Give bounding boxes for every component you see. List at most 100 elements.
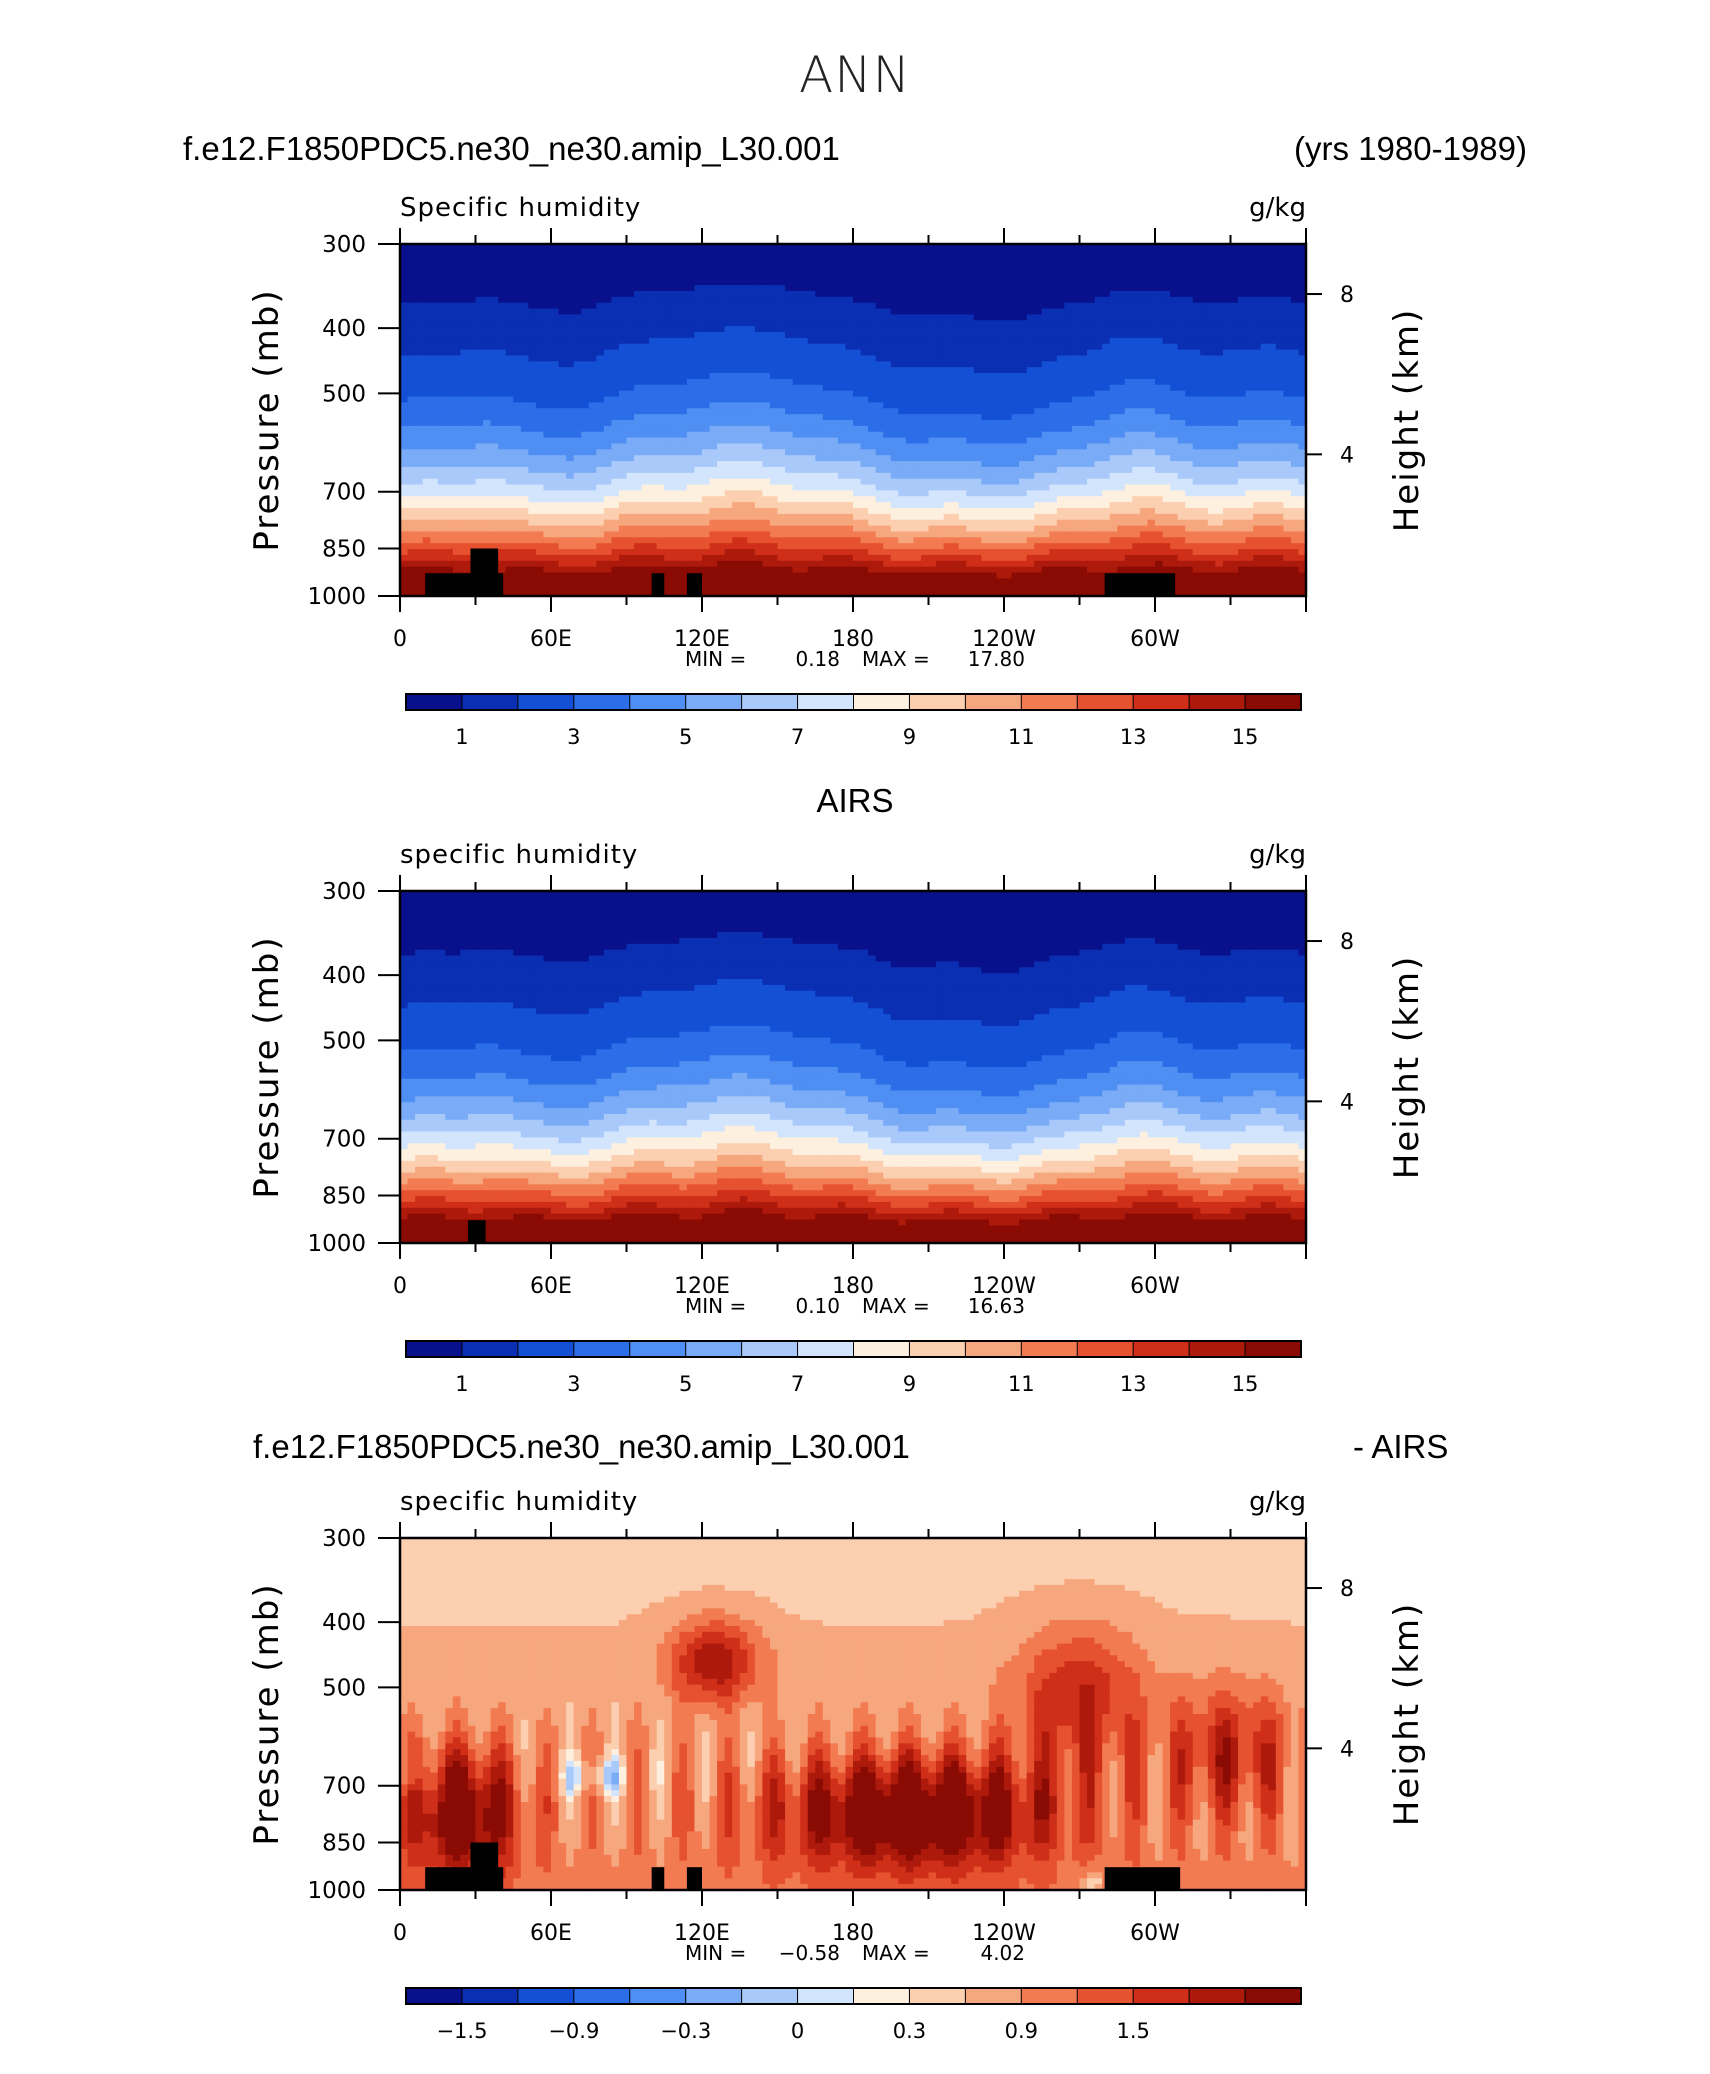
heatmap-cell bbox=[468, 449, 476, 455]
heatmap-cell bbox=[732, 326, 740, 332]
heatmap-cell bbox=[589, 367, 597, 373]
heatmap-cell bbox=[853, 291, 861, 297]
heatmap-cell bbox=[453, 373, 461, 379]
heatmap-cell bbox=[596, 250, 604, 256]
heatmap-cell bbox=[468, 461, 476, 467]
heatmap-cell bbox=[1238, 262, 1246, 268]
heatmap-cell bbox=[1291, 273, 1299, 279]
heatmap-cell bbox=[838, 467, 846, 473]
heatmap-cell bbox=[732, 449, 740, 455]
heatmap-cell bbox=[649, 367, 657, 373]
heatmap-cell bbox=[1200, 438, 1208, 444]
heatmap-cell bbox=[785, 461, 793, 467]
heatmap-cell bbox=[1253, 309, 1261, 315]
heatmap-cell bbox=[1147, 297, 1155, 303]
heatmap-cell bbox=[627, 473, 635, 479]
heatmap-cell bbox=[1246, 449, 1254, 455]
heatmap-cell bbox=[1276, 420, 1284, 426]
heatmap-cell bbox=[498, 273, 506, 279]
heatmap-cell bbox=[966, 455, 974, 461]
heatmap-cell bbox=[974, 414, 982, 420]
heatmap-cell bbox=[1276, 461, 1284, 467]
heatmap-cell bbox=[770, 320, 778, 326]
heatmap-cell bbox=[604, 449, 612, 455]
heatmap-cell bbox=[430, 467, 438, 473]
heatmap-cell bbox=[815, 326, 823, 332]
heatmap-cell bbox=[1125, 479, 1133, 485]
heatmap-cell bbox=[1064, 338, 1072, 344]
heatmap-cell bbox=[1223, 250, 1231, 256]
heatmap-cell bbox=[589, 473, 597, 479]
heatmap-cell bbox=[415, 473, 423, 479]
heatmap-cell bbox=[1178, 279, 1186, 285]
heatmap-cell bbox=[1080, 385, 1088, 391]
heatmap-cell bbox=[619, 385, 627, 391]
heatmap-cell bbox=[981, 297, 989, 303]
heatmap-cell bbox=[989, 314, 997, 320]
heatmap-cell bbox=[1117, 250, 1125, 256]
heatmap-cell bbox=[1178, 267, 1186, 273]
heatmap-cell bbox=[649, 479, 657, 485]
heatmap-cell bbox=[574, 297, 582, 303]
heatmap-cell bbox=[762, 350, 770, 356]
heatmap-cell bbox=[861, 256, 869, 262]
heatmap-cell bbox=[1132, 350, 1140, 356]
heatmap-cell bbox=[1268, 344, 1276, 350]
heatmap-cell bbox=[672, 432, 680, 438]
heatmap-cell bbox=[566, 408, 574, 414]
heatmap-cell bbox=[1057, 279, 1065, 285]
heatmap-cell bbox=[408, 309, 416, 315]
heatmap-cell bbox=[1147, 273, 1155, 279]
heatmap-cell bbox=[581, 402, 589, 408]
heatmap-cell bbox=[936, 379, 944, 385]
heatmap-cell bbox=[551, 256, 559, 262]
heatmap-cell bbox=[898, 250, 906, 256]
heatmap-cell bbox=[725, 443, 733, 449]
heatmap-cell bbox=[959, 326, 967, 332]
heatmap-cell bbox=[815, 267, 823, 273]
heatmap-cell bbox=[1004, 279, 1012, 285]
heatmap-cell bbox=[460, 279, 468, 285]
heatmap-cell bbox=[1012, 326, 1020, 332]
heatmap-cell bbox=[883, 420, 891, 426]
heatmap-cell bbox=[506, 250, 514, 256]
heatmap-cell bbox=[476, 279, 484, 285]
heatmap-cell bbox=[1261, 438, 1269, 444]
heatmap-cell bbox=[1283, 408, 1291, 414]
heatmap-cell bbox=[1178, 332, 1186, 338]
heatmap-cell bbox=[906, 443, 914, 449]
heatmap-cell bbox=[1019, 385, 1027, 391]
heatmap-cell bbox=[838, 250, 846, 256]
heatmap-cell bbox=[1238, 432, 1246, 438]
heatmap-cell bbox=[453, 273, 461, 279]
heatmap-cell bbox=[898, 461, 906, 467]
heatmap-cell bbox=[929, 326, 937, 332]
heatmap-cell bbox=[1080, 461, 1088, 467]
heatmap-cell bbox=[528, 438, 536, 444]
heatmap-cell bbox=[506, 385, 514, 391]
heatmap-cell bbox=[596, 479, 604, 485]
heatmap-cell bbox=[1276, 367, 1284, 373]
heatmap-cell bbox=[1034, 314, 1042, 320]
heatmap-cell bbox=[876, 402, 884, 408]
heatmap-cell bbox=[989, 273, 997, 279]
heatmap-cell bbox=[1004, 438, 1012, 444]
heatmap-cell bbox=[528, 461, 536, 467]
heatmap-cell bbox=[951, 449, 959, 455]
heatmap-cell bbox=[551, 285, 559, 291]
heatmap-cell bbox=[981, 250, 989, 256]
heatmap-cell bbox=[906, 449, 914, 455]
heatmap-cell bbox=[634, 367, 642, 373]
heatmap-cell bbox=[951, 297, 959, 303]
heatmap-cell bbox=[476, 320, 484, 326]
heatmap-cell bbox=[664, 338, 672, 344]
heatmap-cell bbox=[770, 361, 778, 367]
heatmap-cell bbox=[793, 373, 801, 379]
heatmap-cell bbox=[1163, 455, 1171, 461]
heatmap-cell bbox=[483, 344, 491, 350]
heatmap-cell bbox=[913, 408, 921, 414]
heatmap-cell bbox=[1178, 361, 1186, 367]
heatmap-cell bbox=[868, 309, 876, 315]
heatmap-cell bbox=[1004, 385, 1012, 391]
heatmap-cell bbox=[649, 285, 657, 291]
